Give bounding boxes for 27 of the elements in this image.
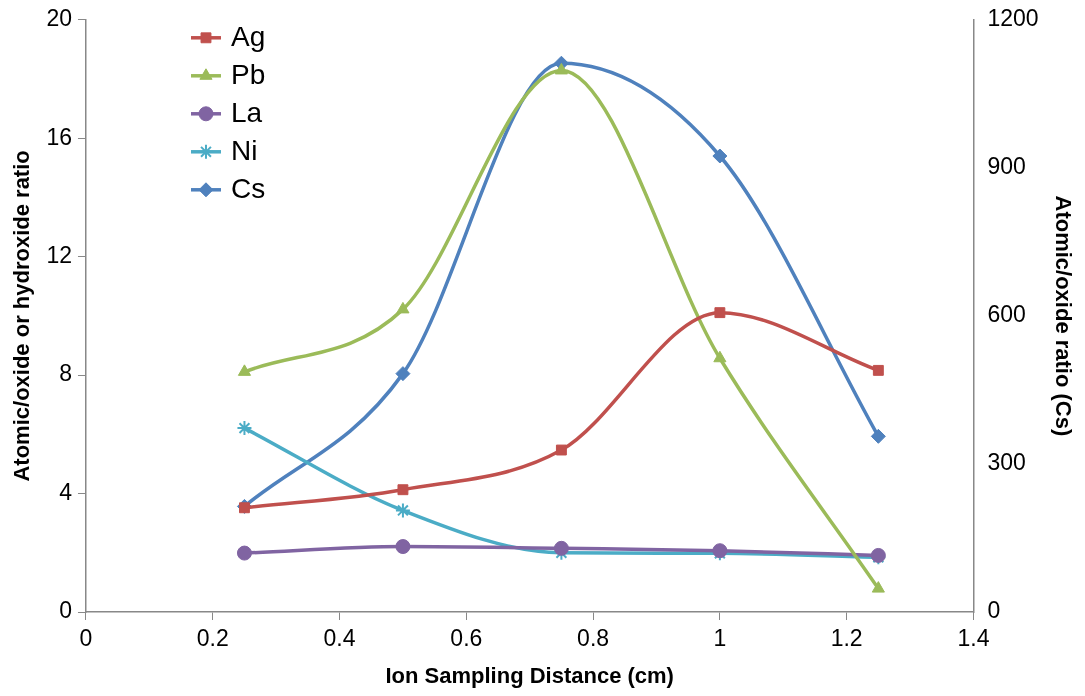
x-axis-title: Ion Sampling Distance (cm) — [385, 662, 674, 688]
y-tick-label: 16 — [46, 123, 72, 150]
y-tick-label: 12 — [46, 242, 72, 269]
legend-label: Ag — [230, 20, 266, 52]
legend-label: La — [230, 96, 263, 128]
x-tick-label: 0 — [79, 625, 93, 652]
y2-tick-label: 900 — [987, 153, 1026, 180]
x-tick-label: 0.6 — [450, 625, 483, 652]
y-tick-label: 20 — [46, 5, 72, 32]
y2-axis-title: Atomic/oxide ratio (Cs) — [1050, 195, 1076, 437]
x-tick-label: 1.2 — [830, 625, 863, 652]
x-tick-label: 1 — [713, 625, 727, 652]
y-tick-label: 4 — [59, 478, 73, 505]
x-tick-label: 1.4 — [957, 625, 990, 652]
x-tick-label: 0.8 — [577, 625, 610, 652]
y2-tick-label: 1200 — [987, 5, 1039, 32]
x-tick-label: 0.4 — [323, 625, 356, 652]
y2-tick-label: 300 — [987, 449, 1026, 476]
legend-label: Cs — [230, 172, 266, 204]
legend-label: Pb — [230, 58, 266, 90]
y-axis-title: Atomic/oxide or hydroxide ratio — [9, 150, 35, 482]
y2-tick-label: 0 — [987, 597, 1001, 624]
legend-label: Ni — [230, 134, 258, 166]
y2-tick-label: 600 — [987, 301, 1026, 328]
y-tick-label: 0 — [59, 597, 72, 624]
y-tick-label: 8 — [59, 360, 72, 387]
x-tick-label: 0.2 — [196, 625, 229, 652]
